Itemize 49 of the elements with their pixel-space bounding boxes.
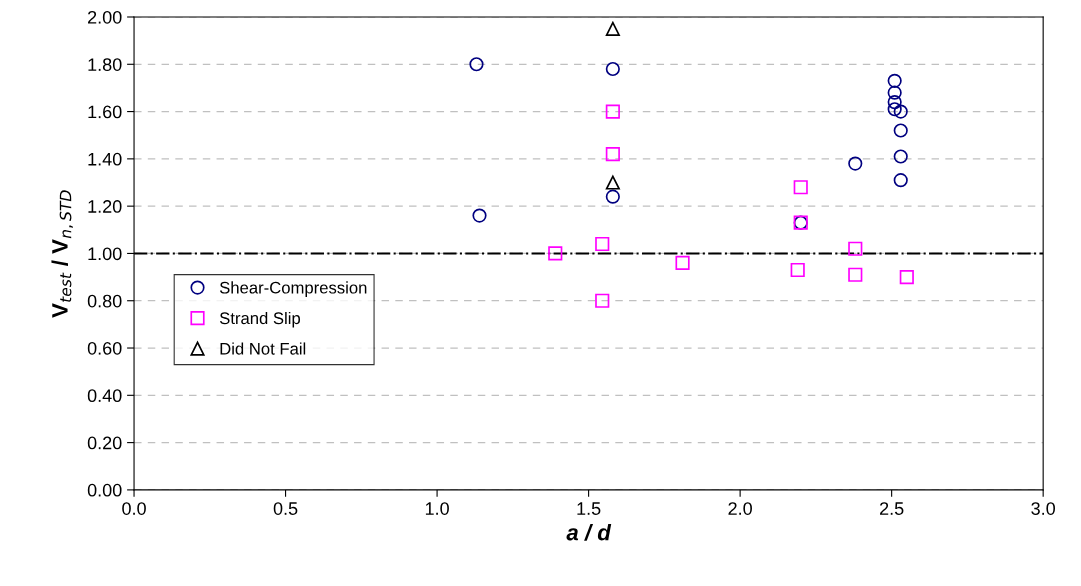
point bbox=[893, 104, 908, 119]
point bbox=[790, 262, 805, 278]
point bbox=[605, 147, 620, 162]
point bbox=[887, 85, 902, 100]
point bbox=[605, 61, 620, 77]
point bbox=[605, 189, 620, 204]
point bbox=[893, 149, 908, 164]
point bbox=[899, 270, 914, 285]
point bbox=[595, 236, 610, 252]
point bbox=[887, 73, 902, 88]
x-tick-label: 1.0 bbox=[425, 502, 449, 515]
y-tick-label: 0.60 bbox=[87, 341, 122, 355]
point bbox=[893, 173, 908, 188]
point bbox=[469, 57, 484, 72]
point bbox=[848, 156, 863, 171]
point bbox=[472, 208, 487, 223]
point bbox=[605, 104, 620, 119]
point bbox=[595, 293, 610, 308]
x-axis-title: a / d bbox=[566, 524, 612, 541]
y-axis-title: V$_{test}$ / V$_{n,STD}$ bbox=[51, 190, 73, 318]
y-tick-label: 0.80 bbox=[87, 294, 122, 308]
x-tick-label: 0.5 bbox=[273, 502, 298, 515]
point bbox=[887, 95, 902, 110]
y-tick-label: 1.00 bbox=[88, 247, 122, 261]
x-tick-label: 2.0 bbox=[728, 502, 752, 515]
point bbox=[887, 102, 902, 117]
y-tick-label: 0.00 bbox=[87, 483, 122, 497]
x-tick-label: 2.5 bbox=[880, 502, 904, 515]
point bbox=[675, 255, 690, 270]
y-tick-label: 0.20 bbox=[87, 436, 122, 450]
y-tick-label: 1.20 bbox=[88, 200, 122, 213]
y-tick-label: 1.60 bbox=[88, 105, 122, 119]
y-tick-label: 1.80 bbox=[88, 58, 122, 71]
point bbox=[605, 21, 620, 36]
y-tick-label: 1.40 bbox=[88, 152, 122, 166]
point bbox=[848, 241, 863, 256]
legend-label: Strand Slip bbox=[219, 311, 301, 328]
y-tick-label: 2.00 bbox=[88, 10, 122, 24]
point bbox=[548, 246, 563, 261]
x-tick-label: 3.0 bbox=[1031, 502, 1056, 515]
point bbox=[893, 123, 908, 138]
legend-label: Did Not Fail bbox=[220, 342, 306, 355]
point bbox=[848, 267, 863, 282]
x-tick-label: 0.0 bbox=[122, 502, 146, 515]
point bbox=[605, 175, 620, 190]
y-tick-label: 0.40 bbox=[87, 389, 122, 403]
x-tick-label: 1.5 bbox=[577, 502, 601, 515]
point bbox=[793, 180, 808, 195]
legend-label: Shear-Compression bbox=[219, 281, 367, 297]
